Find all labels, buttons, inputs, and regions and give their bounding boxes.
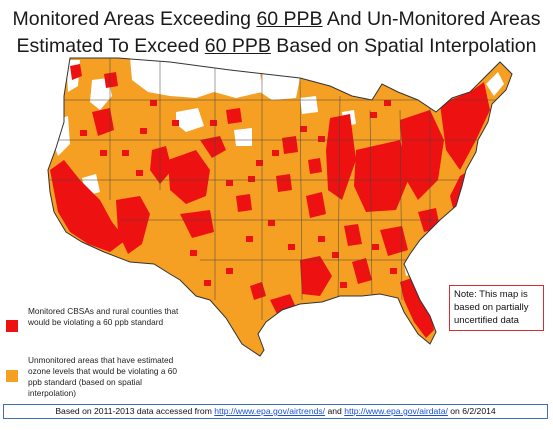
title-text: And Un-Monitored Areas [322,8,541,30]
monitored-county-20 [384,100,391,106]
monitored-area-9 [326,114,356,200]
title-line-1: Monitored Areas Exceeding 60 PPB And Un-… [0,6,553,33]
monitored-county-24 [210,120,217,126]
monitored-county-12 [340,282,347,288]
white-wyoming-patch [176,108,204,132]
monitored-county-7 [288,244,295,250]
legend-label-monitored: Monitored CBSAs and rural counties that … [28,306,179,327]
monitored-violation-areas [50,64,490,338]
monitored-county-27 [80,130,87,136]
monitored-county-11 [390,268,397,274]
white-south-dakota-patch [234,128,252,146]
title-text: Based on Spatial Interpolation [270,35,537,57]
airdata-link[interactable]: http://www.epa.gov/airdata/ [344,406,448,416]
monitored-area-19 [380,226,408,256]
footer-date: on 6/2/2014 [447,406,496,416]
monitored-area-8 [104,72,118,88]
monitored-county-16 [272,150,279,156]
monitored-county-17 [300,126,307,132]
monitored-area-11 [400,110,444,200]
white-montana-region [130,58,262,98]
monitored-area-14 [300,256,332,296]
white-north-dakota-region [260,72,300,100]
monitored-county-8 [318,236,325,242]
footer-text: and [325,406,345,416]
monitored-area-6 [92,108,114,136]
monitored-county-22 [248,176,255,182]
monitored-county-2 [122,150,129,156]
state-border [369,109,373,301]
title-threshold: 60 PPB [256,8,323,30]
monitored-county-5 [246,236,253,242]
white-minnesota-patch [300,96,318,114]
monitored-area-5 [180,210,214,238]
monitored-area-4 [200,136,226,158]
monitored-county-1 [172,120,179,126]
monitored-area-10 [354,140,410,212]
monitored-area-1 [116,196,150,254]
airtrends-link[interactable]: http://www.epa.gov/airtrends/ [214,406,326,416]
state-border [399,109,403,301]
monitored-area-12 [440,82,490,170]
monitored-county-13 [226,268,233,274]
monitored-area-22 [236,194,252,212]
monitored-county-14 [204,280,211,286]
monitored-area-17 [352,258,372,284]
title-text: Monitored Areas Exceeding [12,8,257,30]
monitored-county-19 [370,112,377,118]
white-maine-patch [486,72,504,96]
monitored-area-18 [400,276,434,338]
title-threshold: 60 PPB [204,35,271,57]
monitored-area-3 [168,150,210,204]
monitored-area-7 [70,64,82,80]
monitored-county-9 [332,252,339,258]
monitored-area-2 [150,146,172,184]
monitored-county-21 [316,206,323,212]
monitored-county-4 [190,250,197,256]
monitored-area-0 [50,160,126,252]
monitored-area-27 [308,158,322,174]
legend-label-unmonitored: Unmonitored areas that have estimated oz… [28,355,177,398]
monitored-county-6 [268,220,275,226]
title-line-2: Estimated To Exceed 60 PPB Based on Spat… [0,33,553,60]
state-border [337,95,341,301]
monitored-county-26 [100,150,107,156]
monitored-area-21 [276,174,292,192]
footer-text: Based on 2011-2013 data accessed from [55,406,215,416]
legend-swatch-unmonitored [6,370,18,382]
monitored-area-25 [226,108,242,124]
monitored-county-0 [150,100,157,106]
monitored-county-15 [256,160,263,166]
monitored-county-18 [318,136,325,142]
monitored-county-3 [136,170,143,176]
title-text: Estimated To Exceed [16,35,205,57]
legend-swatch-monitored [6,320,18,332]
monitored-area-23 [344,224,362,246]
map-title: Monitored Areas Exceeding 60 PPB And Un-… [0,6,553,60]
monitored-county-23 [226,180,233,186]
state-border [299,77,303,301]
uncertified-data-note: Note: This map is based on partially unc… [449,285,544,331]
monitored-area-26 [282,136,298,154]
monitored-county-25 [140,128,147,134]
monitored-county-10 [372,244,379,250]
data-source-footer: Based on 2011-2013 data accessed from ht… [3,404,548,419]
